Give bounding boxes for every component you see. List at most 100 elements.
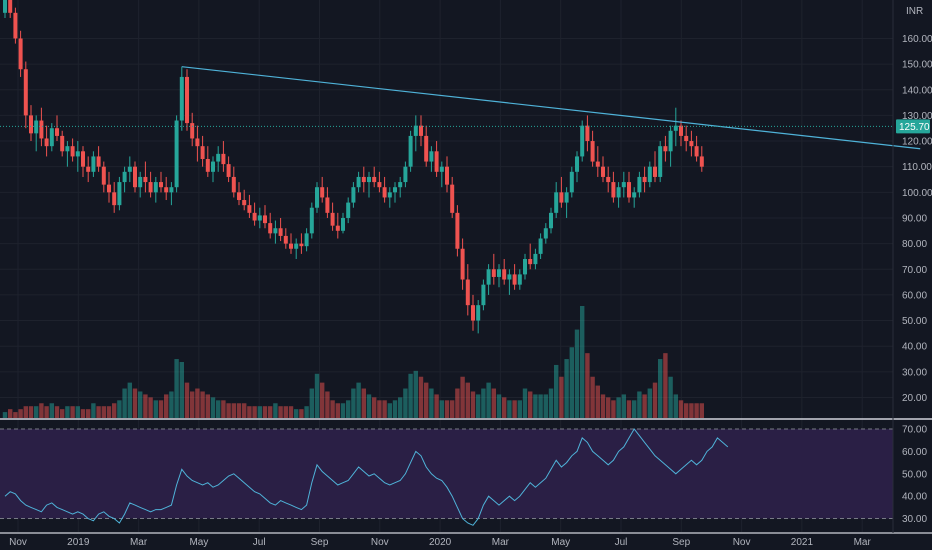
volume-bar — [346, 400, 351, 418]
candle-body — [523, 259, 527, 275]
volume-bar — [96, 406, 101, 418]
volume-bar — [460, 376, 465, 418]
candle-body — [148, 182, 153, 193]
volume-bar — [491, 388, 496, 418]
candle-body — [460, 248, 465, 280]
candle-body — [673, 125, 678, 131]
candle-body — [512, 274, 517, 285]
rsi-band — [0, 428, 893, 520]
time-label: 2021 — [791, 537, 814, 548]
volume-bar — [528, 391, 533, 418]
volume-bar — [455, 388, 460, 418]
volume-bar — [8, 409, 13, 418]
candle-body — [81, 151, 85, 167]
volume-bar — [678, 400, 684, 418]
volume-bar — [65, 406, 70, 418]
candle-body — [13, 12, 18, 39]
candle-body — [663, 146, 668, 152]
candle-body — [346, 202, 351, 218]
volume-bar — [538, 394, 543, 418]
candlesticks[interactable] — [3, 0, 704, 334]
candle-body — [538, 238, 543, 254]
currency-text: INR — [906, 6, 923, 17]
volume-bar — [257, 406, 262, 418]
volume-bar — [70, 406, 75, 418]
candle-body — [190, 123, 195, 139]
volume-bar — [554, 364, 559, 418]
candle-body — [169, 187, 174, 193]
volume-bar — [226, 403, 231, 418]
volume-bar — [320, 382, 325, 418]
candle-body — [668, 130, 673, 152]
price-tick-label: 160.00 — [902, 34, 932, 45]
price-tick-label: 130.00 — [902, 111, 932, 122]
candle-body — [138, 176, 143, 188]
candle-body — [341, 217, 345, 231]
last-price-tag-text: 125.70 — [899, 122, 930, 133]
volume-bar — [548, 388, 554, 418]
volume-bar — [590, 376, 595, 418]
rsi-tick-label: 30.00 — [902, 514, 927, 525]
price-tick-label: 90.00 — [902, 213, 927, 224]
candle-body — [216, 153, 221, 162]
candle-body — [621, 182, 626, 188]
candle-body — [55, 128, 59, 136]
candle-body — [86, 166, 91, 172]
trendline[interactable] — [181, 66, 921, 150]
candle-body — [252, 212, 257, 221]
candle-body — [278, 228, 283, 236]
volume-bar — [169, 391, 174, 418]
candle-body — [49, 128, 54, 147]
volume-bar — [382, 400, 387, 418]
candle-body — [486, 269, 491, 285]
price-tick-label: 30.00 — [902, 367, 927, 378]
candle-body — [393, 187, 397, 193]
candle-body — [543, 228, 548, 239]
volume-bar — [684, 403, 689, 418]
volume-bar — [117, 400, 122, 418]
volume-bar — [637, 391, 642, 418]
volume-bar — [247, 406, 252, 418]
volume-bar — [75, 406, 80, 418]
price-tick-label: 20.00 — [902, 393, 927, 404]
candle-body — [476, 305, 481, 321]
volume-bar — [626, 400, 632, 418]
candle-body — [642, 176, 647, 183]
volume-bar — [699, 403, 704, 418]
time-axis[interactable]: Nov 2019 Mar May Jul Sep Nov 2020 Mar May Jul Sep No… — [9, 537, 871, 548]
panel-separator[interactable] — [0, 0, 932, 534]
volume-bar — [377, 400, 382, 418]
volume-bar — [273, 403, 278, 418]
candle-body — [226, 164, 231, 177]
candle-body — [263, 215, 267, 224]
candle-body — [528, 259, 533, 265]
candle-body — [533, 253, 538, 265]
volume-bar — [533, 394, 538, 418]
candle-body — [679, 125, 683, 136]
rsi-axis[interactable]: 30.00 40.00 50.00 60.00 70.00 — [902, 424, 927, 525]
volume-bar — [91, 403, 96, 418]
candle-body — [445, 166, 449, 185]
volume-bar — [574, 329, 580, 418]
price-axis[interactable]: 20.00 30.00 40.00 50.00 60.00 70.00 80.00 90.00… — [902, 34, 932, 404]
volume-bar — [252, 406, 257, 418]
candle-body — [361, 176, 366, 183]
candle-body — [44, 138, 49, 147]
volume-bar — [13, 412, 18, 418]
time-label: May — [189, 537, 208, 548]
volume-bar — [543, 394, 548, 418]
candle-body — [419, 125, 423, 136]
volume-bar — [309, 388, 314, 418]
time-label: Sep — [311, 537, 329, 548]
candle-body — [195, 138, 200, 147]
rsi-polyline — [4, 428, 729, 526]
volume-bar — [517, 400, 522, 418]
candle-body — [60, 135, 65, 152]
price-tick-label: 80.00 — [902, 239, 927, 250]
currency-label: INR — [906, 6, 923, 17]
candle-body — [91, 156, 96, 172]
volume-bar — [80, 409, 86, 418]
volume-bar — [616, 397, 621, 418]
volume-bar — [621, 394, 626, 418]
